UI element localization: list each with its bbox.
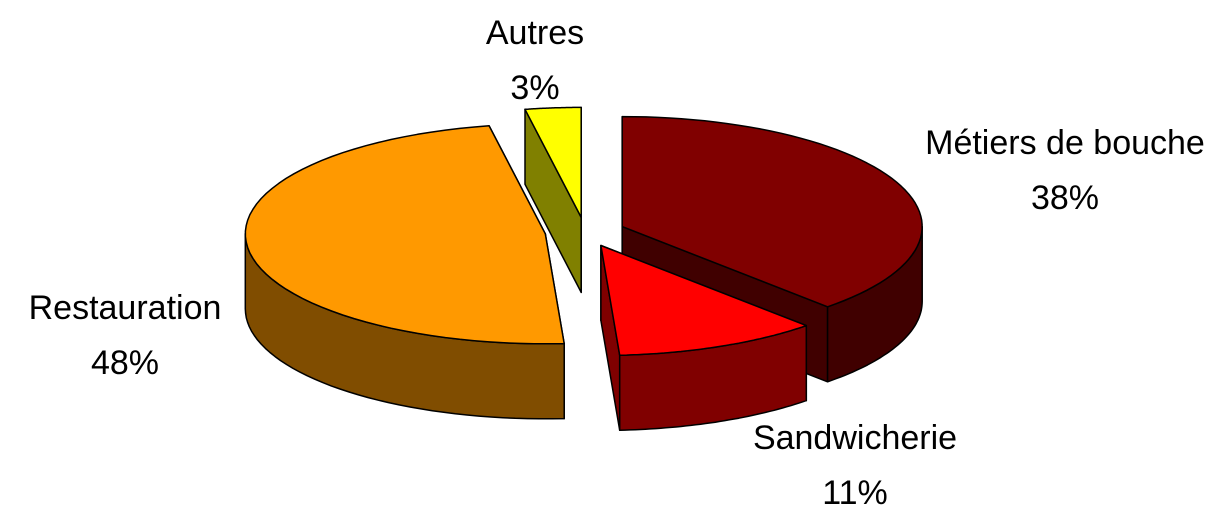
slice (621, 115, 923, 308)
slice (524, 106, 582, 219)
slice-label: Autres (486, 14, 584, 52)
slice (600, 244, 808, 356)
slice-label: Restauration (29, 289, 222, 327)
slice-label: Métiers de bouche (925, 124, 1205, 162)
slice-value-label: 38% (1031, 179, 1099, 217)
slice (244, 125, 565, 345)
slice-value-label: 3% (510, 69, 559, 107)
slice-label: Sandwicherie (753, 419, 957, 457)
slice-value-label: 48% (91, 344, 159, 382)
slice-value-label: 11% (822, 474, 888, 510)
